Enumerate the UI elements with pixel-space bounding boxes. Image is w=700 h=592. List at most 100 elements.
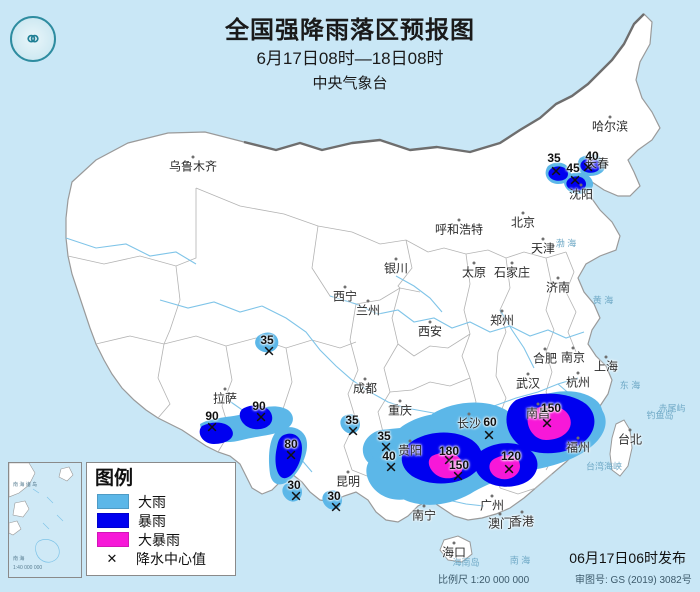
- legend-title: 图例: [95, 468, 134, 489]
- precip-center-value: 35: [260, 333, 274, 347]
- city-dot: [500, 309, 504, 313]
- precip-center-x-icon: ✕: [442, 452, 456, 470]
- precip-center-value: 60: [483, 415, 497, 429]
- map-number-text: 审图号: GS (2019) 3082号: [575, 575, 692, 586]
- legend-swatch-severe-rainstorm: [97, 532, 129, 547]
- precip-center-x-icon: ✕: [502, 461, 516, 479]
- city-dot: [604, 355, 608, 359]
- city-dot: [521, 211, 525, 215]
- city-dot: [408, 439, 412, 443]
- sea-label: 渤 海: [555, 238, 577, 249]
- inset-label-nanhai: 南 海: [13, 556, 25, 562]
- city-label: 郑州: [489, 313, 515, 328]
- city-dot: [366, 299, 370, 303]
- sea-label: 东 海: [619, 380, 641, 391]
- city-label: 台北: [617, 432, 643, 447]
- city-dot: [472, 261, 476, 265]
- city-dot: [526, 372, 530, 376]
- city-label: 沈阳: [568, 187, 594, 202]
- landmass: [65, 13, 661, 563]
- precip-center-value: 30: [327, 489, 341, 503]
- city-label: 杭州: [565, 375, 591, 390]
- issue-time: 06月17日06时发布: [569, 550, 686, 566]
- national-border-north: [243, 13, 645, 154]
- precip-center-x-icon: ✕: [549, 163, 563, 181]
- precip-center-x-icon: ✕: [568, 172, 582, 190]
- precip-center-x-icon: ✕: [205, 419, 219, 437]
- inset-geometry: [9, 463, 81, 577]
- sea-label: 海南岛: [452, 557, 480, 568]
- rain-area-severe-rainstorm: [428, 405, 571, 480]
- city-label: 天津: [530, 241, 556, 256]
- legend-label-precip-center: 降水中心值: [136, 550, 206, 567]
- city-label: 南京: [560, 350, 586, 365]
- city-label: 乌鲁木齐: [168, 159, 218, 174]
- city-dot: [422, 504, 426, 508]
- precip-center-value: 150: [540, 401, 562, 415]
- precip-center-x-icon: ✕: [346, 423, 360, 441]
- city-dot: [510, 261, 514, 265]
- sea-label: 赤尾屿: [658, 403, 686, 414]
- legend-box: 图例 大雨 暴雨 大暴雨 ✕ 降水中心值: [86, 462, 236, 576]
- sea-label: 钓鱼岛: [646, 410, 674, 421]
- legend-label-rainstorm: 暴雨: [138, 512, 166, 529]
- city-label: 澳门: [487, 516, 513, 531]
- city-label: 长春: [584, 156, 610, 171]
- city-label: 呼和浩特: [434, 222, 484, 237]
- legend-swatch-rainstorm: [97, 513, 129, 528]
- city-dot: [556, 276, 560, 280]
- city-dot: [490, 494, 494, 498]
- city-dot: [628, 428, 632, 432]
- city-dot: [541, 237, 545, 241]
- precip-center-x-icon: ✕: [451, 468, 465, 486]
- precip-center-value: 40: [382, 449, 396, 463]
- precip-center-value: 90: [205, 409, 219, 423]
- city-dot: [579, 183, 583, 187]
- precip-center-value: 30: [287, 478, 301, 492]
- city-dot: [543, 347, 547, 351]
- sea-label: 南 海: [509, 555, 531, 566]
- precip-center-x-icon: ✕: [540, 415, 554, 433]
- city-dot: [452, 541, 456, 545]
- city-label: 武汉: [515, 376, 541, 391]
- city-dot: [223, 387, 227, 391]
- precip-center-value: 35: [377, 429, 391, 443]
- city-label: 石家庄: [493, 265, 531, 280]
- precip-center-x-icon: ✕: [482, 427, 496, 445]
- city-label: 南昌: [525, 406, 551, 421]
- city-dot: [346, 470, 350, 474]
- precip-center-value: 120: [500, 449, 522, 463]
- inset-label-scale: 1:40 000 000: [13, 565, 43, 571]
- legend-swatch-heavy-rain: [97, 494, 129, 509]
- city-label: 银川: [383, 261, 409, 276]
- city-dot: [536, 402, 540, 406]
- city-dot: [608, 115, 612, 119]
- precip-center-x-icon: ✕: [262, 343, 276, 361]
- city-dot: [394, 257, 398, 261]
- city-dot: [398, 399, 402, 403]
- sea-label: 黄 海: [592, 295, 614, 306]
- precip-center-value: 180: [438, 444, 460, 458]
- sea-label: 台湾海峡: [585, 461, 623, 472]
- city-label: 合肥: [532, 351, 558, 366]
- legend-item-precip-center: ✕ 降水中心值: [97, 549, 229, 568]
- city-label: 海口: [441, 545, 467, 560]
- precip-center-value: 40: [585, 149, 599, 163]
- x-marker-icon: ✕: [106, 550, 118, 566]
- city-label: 南宁: [411, 508, 437, 523]
- city-dot: [595, 152, 599, 156]
- precip-center-value: 150: [448, 458, 470, 472]
- city-label: 广州: [479, 498, 505, 513]
- city-label: 贵阳: [397, 443, 423, 458]
- city-dot: [576, 436, 580, 440]
- city-dot: [576, 371, 580, 375]
- city-dot: [498, 512, 502, 516]
- city-dot: [191, 155, 195, 159]
- precip-center-x-icon: ✕: [284, 447, 298, 465]
- scale-text: 比例尺 1:20 000 000: [438, 575, 530, 586]
- precip-center-x-icon: ✕: [329, 499, 343, 517]
- city-dot: [520, 510, 524, 514]
- cma-dragon-logo-icon: ⚭: [10, 16, 56, 62]
- legend-item-severe-rainstorm: 大暴雨: [97, 530, 229, 549]
